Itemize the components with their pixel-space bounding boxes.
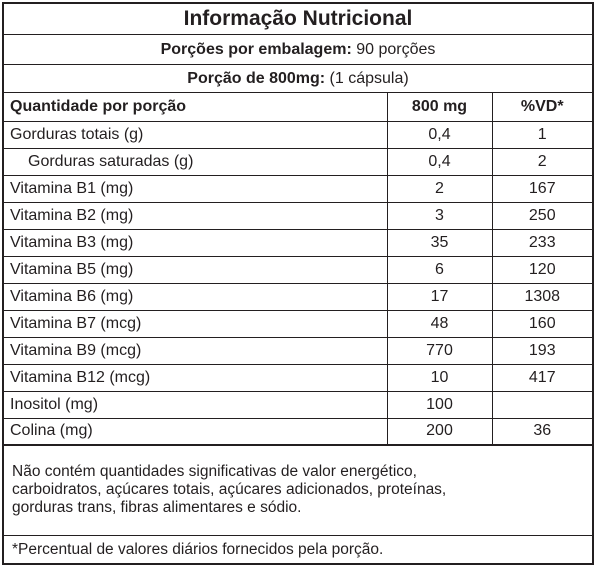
- nutrient-name: Gorduras totais (g): [4, 121, 387, 149]
- nutrient-name: Vitamina B2 (mg): [4, 202, 387, 230]
- table-header-row: Quantidade por porção 800 mg %VD*: [4, 93, 592, 122]
- nutrient-name: Gorduras saturadas (g): [4, 148, 387, 176]
- portion-size: Porção de 800mg: (1 cápsula): [4, 65, 592, 93]
- footnote-divider: [4, 535, 592, 536]
- nutrition-table: Quantidade por porção 800 mg %VD* Gordur…: [4, 93, 592, 446]
- nutrient-name: Vitamina B7 (mcg): [4, 310, 387, 338]
- nutrient-daily-value: 120: [491, 256, 592, 284]
- table-row: Vitamina B9 (mcg) 770 193: [4, 337, 592, 365]
- nutrient-daily-value: 1: [491, 121, 592, 149]
- servings-label: Porções por embalagem:: [160, 41, 352, 58]
- header-amount: 800 mg: [386, 93, 492, 122]
- nutrient-daily-value: 250: [491, 202, 592, 230]
- nutrition-facts-label: Informação Nutricional Porções por embal…: [2, 2, 594, 565]
- nutrient-name: Colina (mg): [4, 418, 387, 446]
- portion-value: (1 cápsula): [325, 70, 409, 87]
- nutrient-amount: 2: [386, 175, 492, 203]
- nutrient-name: Inositol (mg): [4, 391, 387, 419]
- table-row: Gorduras totais (g) 0,4 1: [4, 121, 592, 149]
- nutrient-daily-value: 417: [491, 364, 592, 392]
- nutrient-daily-value: [491, 391, 592, 419]
- table-row: Gorduras saturadas (g) 0,4 2: [4, 148, 592, 176]
- table-row: Vitamina B6 (mg) 17 1308: [4, 283, 592, 311]
- nutrient-amount: 3: [386, 202, 492, 230]
- table-row: Colina (mg) 200 36: [4, 418, 592, 446]
- table-row: Vitamina B12 (mcg) 10 417: [4, 364, 592, 392]
- table-row: Vitamina B3 (mg) 35 233: [4, 229, 592, 257]
- table-row: Vitamina B5 (mg) 6 120: [4, 256, 592, 284]
- servings-value: 90 porções: [351, 41, 436, 58]
- nutrient-daily-value: 167: [491, 175, 592, 203]
- nutrient-daily-value: 1308: [491, 283, 592, 311]
- nutrient-amount: 17: [386, 283, 492, 311]
- nutrient-daily-value: 233: [491, 229, 592, 257]
- nutrient-amount: 770: [386, 337, 492, 365]
- nutrient-amount: 48: [386, 310, 492, 338]
- nutrient-name: Vitamina B6 (mg): [4, 283, 387, 311]
- nutrient-amount: 200: [386, 418, 492, 446]
- nutrient-amount: 10: [386, 364, 492, 392]
- table-row: Vitamina B1 (mg) 2 167: [4, 175, 592, 203]
- daily-value-footnote: *Percentual de valores diários fornecido…: [12, 541, 384, 558]
- nutrient-daily-value: 2: [491, 148, 592, 176]
- nutrient-name: Vitamina B12 (mcg): [4, 364, 387, 392]
- nutrient-amount: 0,4: [386, 121, 492, 149]
- table-row: Vitamina B2 (mg) 3 250: [4, 202, 592, 230]
- header-daily-value: %VD*: [491, 93, 592, 122]
- portion-label: Porção de 800mg:: [187, 70, 326, 87]
- nutrient-daily-value: 160: [491, 310, 592, 338]
- nutrient-name: Vitamina B3 (mg): [4, 229, 387, 257]
- nutrition-disclaimer: Não contém quantidades significativas de…: [12, 463, 447, 516]
- label-title: Informação Nutricional: [4, 4, 592, 35]
- nutrient-name: Vitamina B1 (mg): [4, 175, 387, 203]
- nutrient-name: Vitamina B9 (mcg): [4, 337, 387, 365]
- nutrient-name: Vitamina B5 (mg): [4, 256, 387, 284]
- nutrient-daily-value: 36: [491, 418, 592, 446]
- nutrient-amount: 35: [386, 229, 492, 257]
- nutrient-amount: 0,4: [386, 148, 492, 176]
- nutrient-amount: 100: [386, 391, 492, 419]
- servings-per-package: Porções por embalagem: 90 porções: [4, 35, 592, 65]
- table-row: Inositol (mg) 100: [4, 391, 592, 419]
- nutrient-daily-value: 193: [491, 337, 592, 365]
- table-row: Vitamina B7 (mcg) 48 160: [4, 310, 592, 338]
- header-quantity: Quantidade por porção: [4, 93, 387, 122]
- nutrient-amount: 6: [386, 256, 492, 284]
